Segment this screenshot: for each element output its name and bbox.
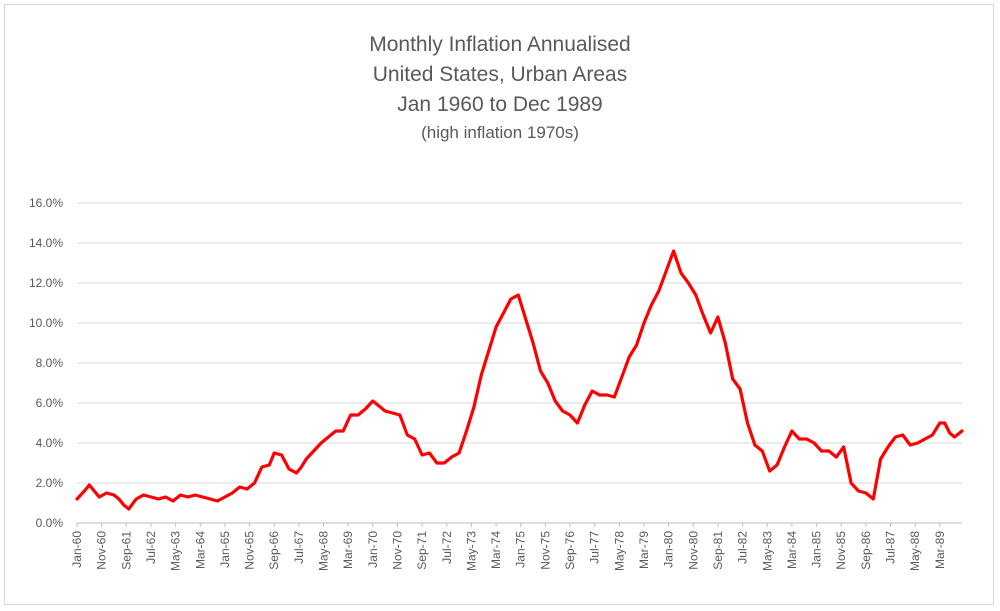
x-tick-label: Jul-72 xyxy=(440,531,454,564)
y-tick-label: 6.0% xyxy=(36,396,64,410)
x-tick-label: May-88 xyxy=(908,531,922,571)
x-tick-label: May-83 xyxy=(760,531,774,571)
x-tick-label: May-63 xyxy=(169,531,183,571)
x-tick-label: Jul-62 xyxy=(144,531,158,564)
y-tick-label: 4.0% xyxy=(36,436,64,450)
x-tick-label: Jul-87 xyxy=(884,531,898,564)
y-tick-label: 0.0% xyxy=(36,516,64,530)
y-tick-label: 16.0% xyxy=(29,196,63,210)
x-tick-label: Nov-65 xyxy=(243,531,257,570)
chart-subtitle-region: United States, Urban Areas xyxy=(372,63,628,86)
x-tick-label: Mar-64 xyxy=(193,531,207,569)
y-tick-label: 12.0% xyxy=(29,276,63,290)
x-tick-label: Sep-61 xyxy=(119,531,133,570)
chart-frame xyxy=(4,4,994,605)
x-tick-label: Mar-84 xyxy=(785,531,799,569)
x-tick-label: Sep-71 xyxy=(415,531,429,570)
x-tick-label: Nov-80 xyxy=(686,531,700,570)
chart-subtitle-note: (high inflation 1970s) xyxy=(421,123,579,142)
x-tick-label: Jan-85 xyxy=(810,531,824,568)
y-tick-label: 2.0% xyxy=(36,476,64,490)
x-tick-label: Jan-60 xyxy=(70,531,84,568)
x-tick-label: May-78 xyxy=(612,531,626,571)
y-axis: 0.0% 2.0% 4.0% 6.0% 8.0% 10.0% 12.0% 14.0% 16.0% xyxy=(29,196,63,530)
x-tick-label: Nov-70 xyxy=(390,531,404,570)
x-tick-label: Mar-69 xyxy=(341,531,355,569)
x-tick-label: Jan-65 xyxy=(218,531,232,568)
x-tick-label: Jul-77 xyxy=(588,531,602,564)
x-tick-label: Jul-67 xyxy=(292,531,306,564)
x-tick-label: Jan-80 xyxy=(662,531,676,568)
x-tick-label: Sep-81 xyxy=(711,531,725,570)
gridlines xyxy=(77,202,962,524)
x-tick-label: Sep-76 xyxy=(563,531,577,570)
x-tick-label: Sep-66 xyxy=(267,531,281,570)
chart-subtitle-period: Jan 1960 to Dec 1989 xyxy=(397,93,603,116)
x-tick-label: May-68 xyxy=(317,531,331,571)
x-tick-label: Jan-70 xyxy=(366,531,380,568)
y-tick-label: 14.0% xyxy=(29,236,63,250)
chart-titles: Monthly Inflation Annualised United Stat… xyxy=(0,30,1000,146)
x-tick-label: Mar-79 xyxy=(637,531,651,569)
inflation-series-line xyxy=(75,249,964,511)
x-tick-label: Jan-75 xyxy=(514,531,528,568)
x-tick-label: Sep-86 xyxy=(859,531,873,570)
x-axis: Jan-60 Nov-60 Sep-61 Jul-62 May-63 Mar-64 Jan-… xyxy=(70,523,947,571)
x-tick-label: Nov-85 xyxy=(834,531,848,570)
chart-title: Monthly Inflation Annualised xyxy=(369,33,631,56)
y-tick-label: 10.0% xyxy=(29,316,63,330)
x-tick-label: Nov-75 xyxy=(538,531,552,570)
plot-area xyxy=(75,249,964,511)
x-tick-label: Mar-74 xyxy=(489,531,503,569)
x-tick-label: Mar-89 xyxy=(933,531,947,569)
x-tick-label: May-73 xyxy=(464,531,478,571)
x-tick-label: Nov-60 xyxy=(95,531,109,570)
y-tick-label: 8.0% xyxy=(36,356,64,370)
x-tick-label: Jul-82 xyxy=(736,531,750,564)
